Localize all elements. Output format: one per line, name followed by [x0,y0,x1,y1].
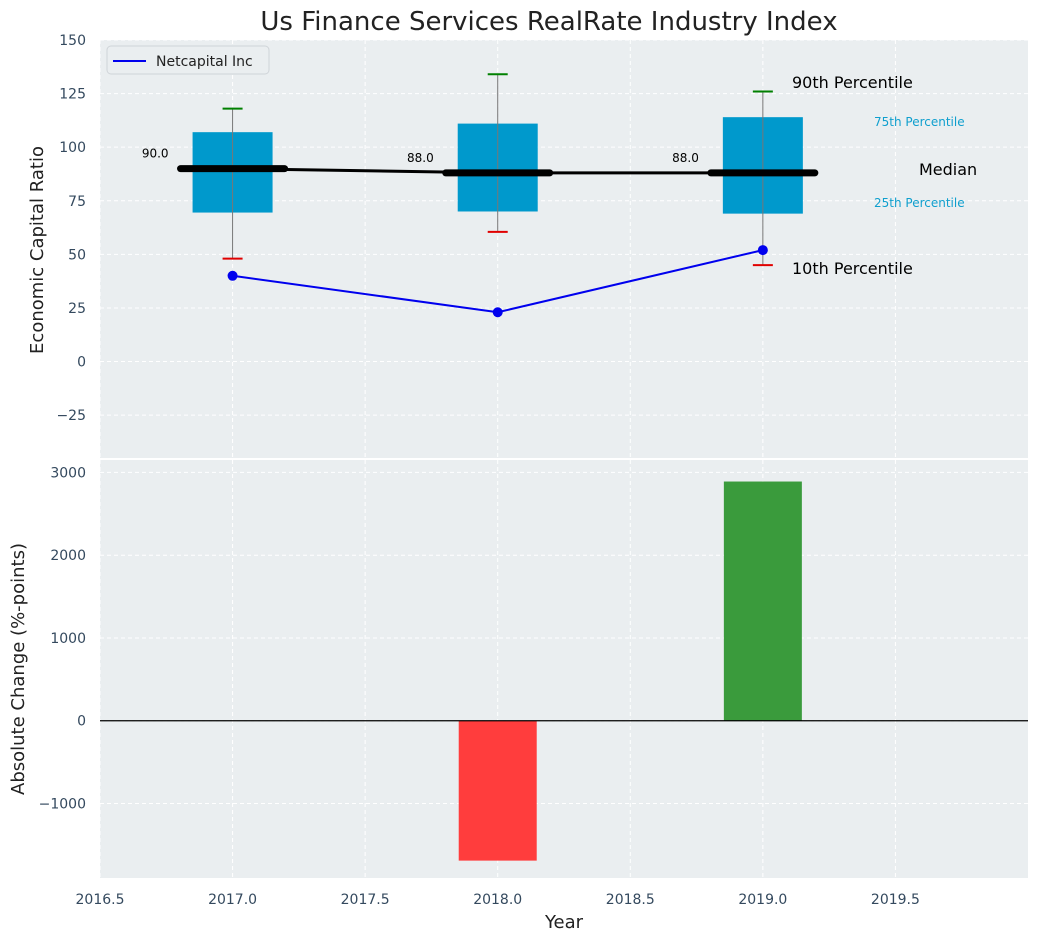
top-y-tick-label: −25 [56,408,86,424]
top-y-tick-label: 125 [59,87,86,103]
top-panel-marks: 90.0 88.0 88.0 [142,73,819,318]
top-y-tick-label: 0 [77,355,86,371]
change-bar [458,720,537,861]
top-y-tick-label: 100 [59,140,86,156]
annotation-p10: 10th Percentile [792,259,913,278]
top-y-axis-title: Economic Capital Ratio [27,146,48,354]
top-panel-background [100,40,1028,458]
change-bar [723,481,802,721]
bottom-y-axis-title: Absolute Change (%-points) [8,543,29,795]
bottom-y-tick-label: 1000 [50,631,86,647]
annotation-p75: 75th Percentile [874,115,965,129]
x-axis-title: Year [544,912,584,933]
x-tick-label: 2016.5 [76,892,125,908]
x-tick-label: 2017.5 [341,892,390,908]
company-point [492,307,503,318]
top-y-tick-label: 50 [68,247,86,263]
company-point [227,270,238,281]
x-tick-label: 2019.0 [738,892,787,908]
bottom-panel-marks [100,481,1028,861]
bottom-panel-background [100,460,1028,878]
bottom-y-tick-label: 3000 [50,465,86,481]
x-tick-label: 2018.5 [606,892,655,908]
top-y-tick-label: 75 [68,194,86,210]
bottom-y-tick-label: 2000 [50,548,86,564]
median-value-label: 88.0 [672,151,699,165]
legend: Netcapital Inc [106,45,270,75]
legend-entry: Netcapital Inc [156,54,253,70]
median-value-label: 90.0 [142,147,169,161]
chart-title: Us Finance Services RealRate Industry In… [260,7,837,37]
median-value-label: 88.0 [407,151,434,165]
tick-labels: 2016.5 2017.0 2017.5 2018.0 2018.5 2019.0 2019… [39,33,920,908]
x-tick-label: 2018.0 [473,892,522,908]
bottom-y-tick-label: 0 [77,714,86,730]
annotation-p90: 90th Percentile [792,73,913,92]
annotation-p25: 25th Percentile [874,196,965,210]
legend-box [106,45,270,75]
x-tick-label: 2017.0 [208,892,257,908]
annotation-median: Median [919,160,977,179]
top-y-tick-label: 25 [68,301,86,317]
x-tick-label: 2019.5 [871,892,920,908]
bottom-y-tick-label: −1000 [39,797,86,813]
company-point [757,245,768,256]
top-y-tick-label: 150 [59,33,86,49]
